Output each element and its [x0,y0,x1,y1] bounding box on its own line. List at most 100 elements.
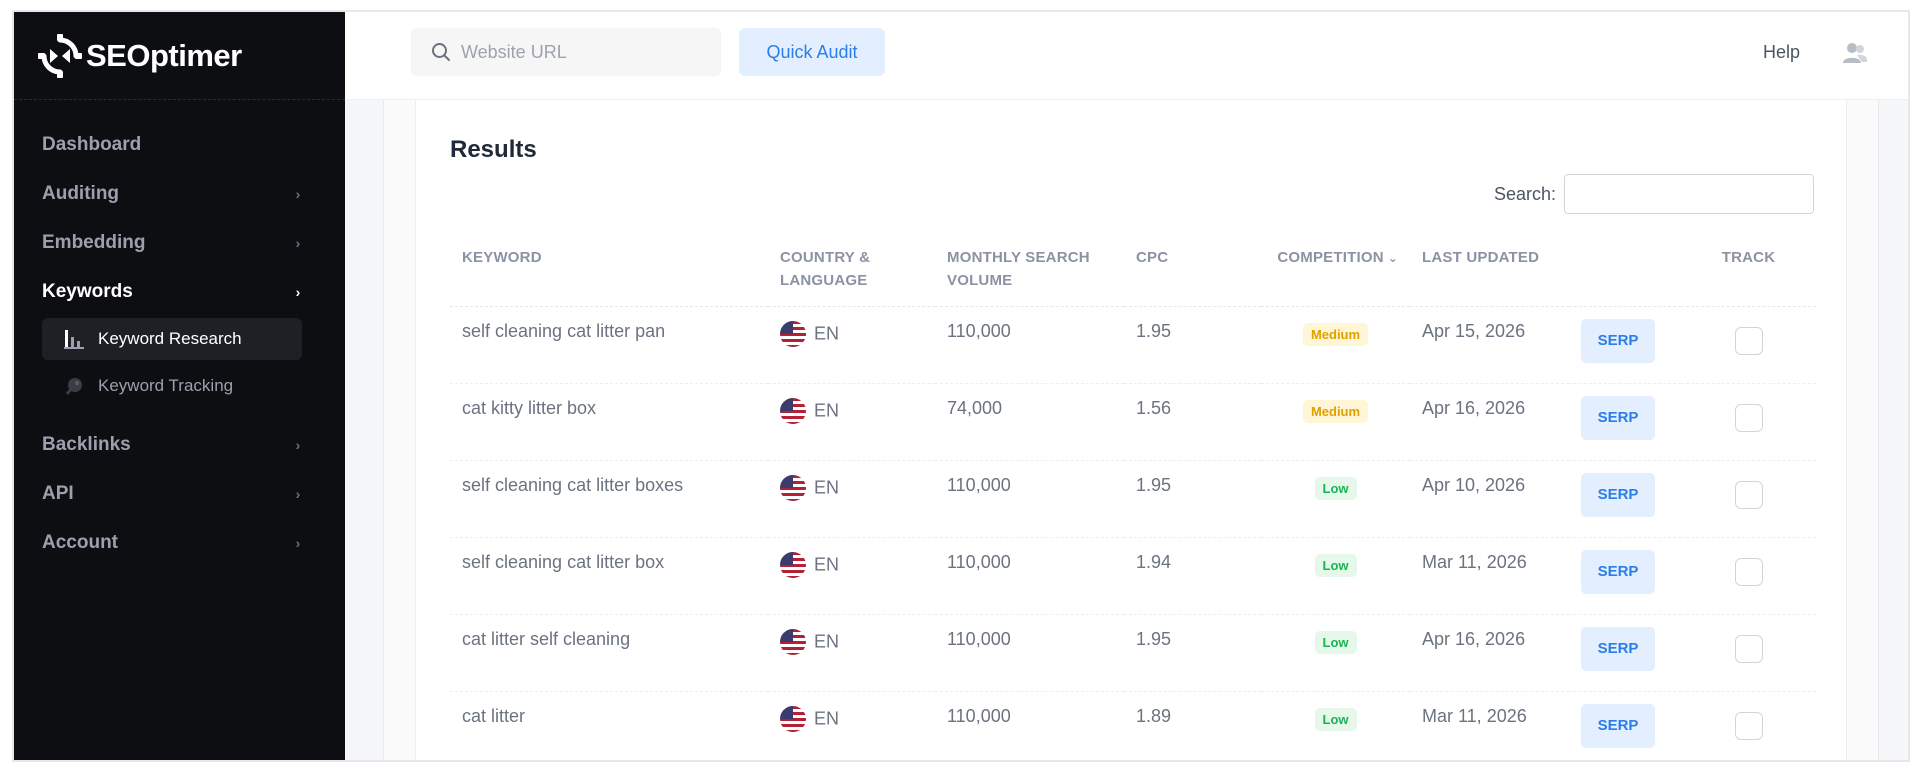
competition-cell: Medium [1261,306,1410,384]
country-language-cell: EN [768,460,935,538]
column-header-cpc[interactable]: CPC [1124,234,1261,307]
chevron-right-icon: › [295,185,301,202]
serp-button[interactable]: SERP [1581,626,1655,671]
website-url-field[interactable] [411,28,721,76]
track-cell [1681,691,1816,760]
sidebar-item-label: Backlinks [42,433,131,455]
sidebar-item-dashboard[interactable]: Dashboard [14,120,345,169]
results-table-body: self cleaning cat litter pan EN 110,000 … [450,306,1816,760]
keyword-cell: cat litter [450,691,768,760]
volume-cell: 110,000 [935,460,1124,538]
serp-button[interactable]: SERP [1581,703,1655,748]
us-flag-icon [780,628,806,655]
column-header-monthly-search-volume[interactable]: MONTHLY SEARCH VOLUME [935,234,1124,307]
us-flag-icon [780,320,806,347]
cpc-cell: 1.95 [1124,460,1261,538]
chevron-right-icon: › [295,234,301,251]
sidebar-item-label: Account [42,531,118,553]
logo-text: SEOptimer [86,37,242,73]
us-flag-icon [780,551,806,578]
quick-audit-button[interactable]: Quick Audit [739,28,885,76]
column-header-track[interactable]: TRACK [1681,234,1816,307]
competition-cell: Low [1261,614,1410,692]
column-header-competition[interactable]: COMPETITION ⌄ [1261,234,1410,307]
table-row: cat litter EN 110,000 1.89 Low Mar 11, 2… [450,691,1816,760]
keywords-subnav: Keyword Research Keyword Tracking [14,316,345,420]
sidebar-item-auditing[interactable]: Auditing › [14,169,345,218]
table-row: self cleaning cat litter boxes EN 110,00… [450,460,1816,538]
us-flag-icon [780,474,806,501]
country-language-cell: EN [768,614,935,692]
table-search: Search: [1494,174,1814,214]
serp-cell: SERP [1569,306,1681,384]
sidebar-subitem-label: Keyword Research [98,329,242,348]
track-checkbox[interactable] [1734,326,1763,355]
serp-button[interactable]: SERP [1581,318,1655,363]
country-language-cell: EN [768,383,935,461]
competition-badge: Low [1314,630,1357,654]
track-checkbox[interactable] [1734,557,1763,586]
sidebar-subitem-keyword-tracking[interactable]: Keyword Tracking [42,365,302,407]
track-cell [1681,537,1816,615]
track-checkbox[interactable] [1734,634,1763,663]
main-content: Results Search: KEYWORD COUNTRY & LANGUAG… [345,100,1908,760]
competition-badge: Low [1314,553,1357,577]
keyword-cell: self cleaning cat litter box [450,537,768,615]
column-header-last-updated[interactable]: LAST UPDATED [1410,234,1569,307]
country-language-cell: EN [768,306,935,384]
keyword-cell: cat kitty litter box [450,383,768,461]
help-link[interactable]: Help [1762,42,1800,62]
competition-badge: Medium [1302,399,1369,423]
last-updated-cell: Apr 15, 2026 [1410,306,1569,384]
table-row: cat kitty litter box EN 74,000 1.56 Medi… [450,383,1816,461]
column-header-serp [1569,234,1681,307]
sidebar-item-backlinks[interactable]: Backlinks › [14,420,345,469]
serp-button[interactable]: SERP [1581,395,1655,440]
sidebar-item-label: Embedding [42,231,146,253]
country-language-cell: EN [768,537,935,615]
sidebar-item-account[interactable]: Account › [14,518,345,567]
app-window: SEOptimer Dashboard Auditing › Embedding… [12,10,1910,762]
chevron-right-icon: › [295,283,301,300]
volume-cell: 74,000 [935,383,1124,461]
keyword-cell: cat litter self cleaning [450,614,768,692]
volume-cell: 110,000 [935,537,1124,615]
column-header-keyword[interactable]: KEYWORD [450,234,768,307]
track-cell [1681,460,1816,538]
sidebar-subitem-label: Keyword Tracking [98,376,234,395]
sidebar-item-keywords[interactable]: Keywords › [14,267,345,316]
volume-cell: 110,000 [935,614,1124,692]
serp-button[interactable]: SERP [1581,549,1655,594]
track-checkbox[interactable] [1734,480,1763,509]
keyword-cell: self cleaning cat litter pan [450,306,768,384]
keyword-cell: self cleaning cat litter boxes [450,460,768,538]
search-icon [432,43,450,61]
sidebar-item-api[interactable]: API › [14,469,345,518]
track-checkbox[interactable] [1734,711,1763,740]
us-flag-icon [780,397,806,424]
sidebar-nav: Dashboard Auditing › Embedding › Keyword… [14,100,345,567]
website-url-input[interactable] [461,41,711,63]
serp-button[interactable]: SERP [1581,472,1655,517]
sidebar-item-label: Dashboard [42,133,142,155]
column-header-country-language[interactable]: COUNTRY & LANGUAGE [768,234,935,307]
sidebar-subitem-keyword-research[interactable]: Keyword Research [42,318,302,360]
table-row: self cleaning cat litter box EN 110,000 … [450,537,1816,615]
logo[interactable]: SEOptimer [14,12,345,100]
us-flag-icon [780,705,806,732]
competition-badge: Medium [1302,322,1369,346]
satellite-dish-icon [64,376,84,396]
table-header-row: KEYWORD COUNTRY & LANGUAGE MONTHLY SEARCH… [450,234,1816,307]
users-icon[interactable] [1842,40,1868,66]
cpc-cell: 1.89 [1124,691,1261,760]
sidebar-item-label: Keywords [42,280,133,302]
table-row: self cleaning cat litter pan EN 110,000 … [450,306,1816,384]
chevron-right-icon: › [295,534,301,551]
table-search-input[interactable] [1564,174,1814,214]
country-language-cell: EN [768,691,935,760]
volume-cell: 110,000 [935,691,1124,760]
last-updated-cell: Apr 16, 2026 [1410,383,1569,461]
sidebar-item-embedding[interactable]: Embedding › [14,218,345,267]
sidebar: SEOptimer Dashboard Auditing › Embedding… [14,12,345,760]
track-checkbox[interactable] [1734,403,1763,432]
